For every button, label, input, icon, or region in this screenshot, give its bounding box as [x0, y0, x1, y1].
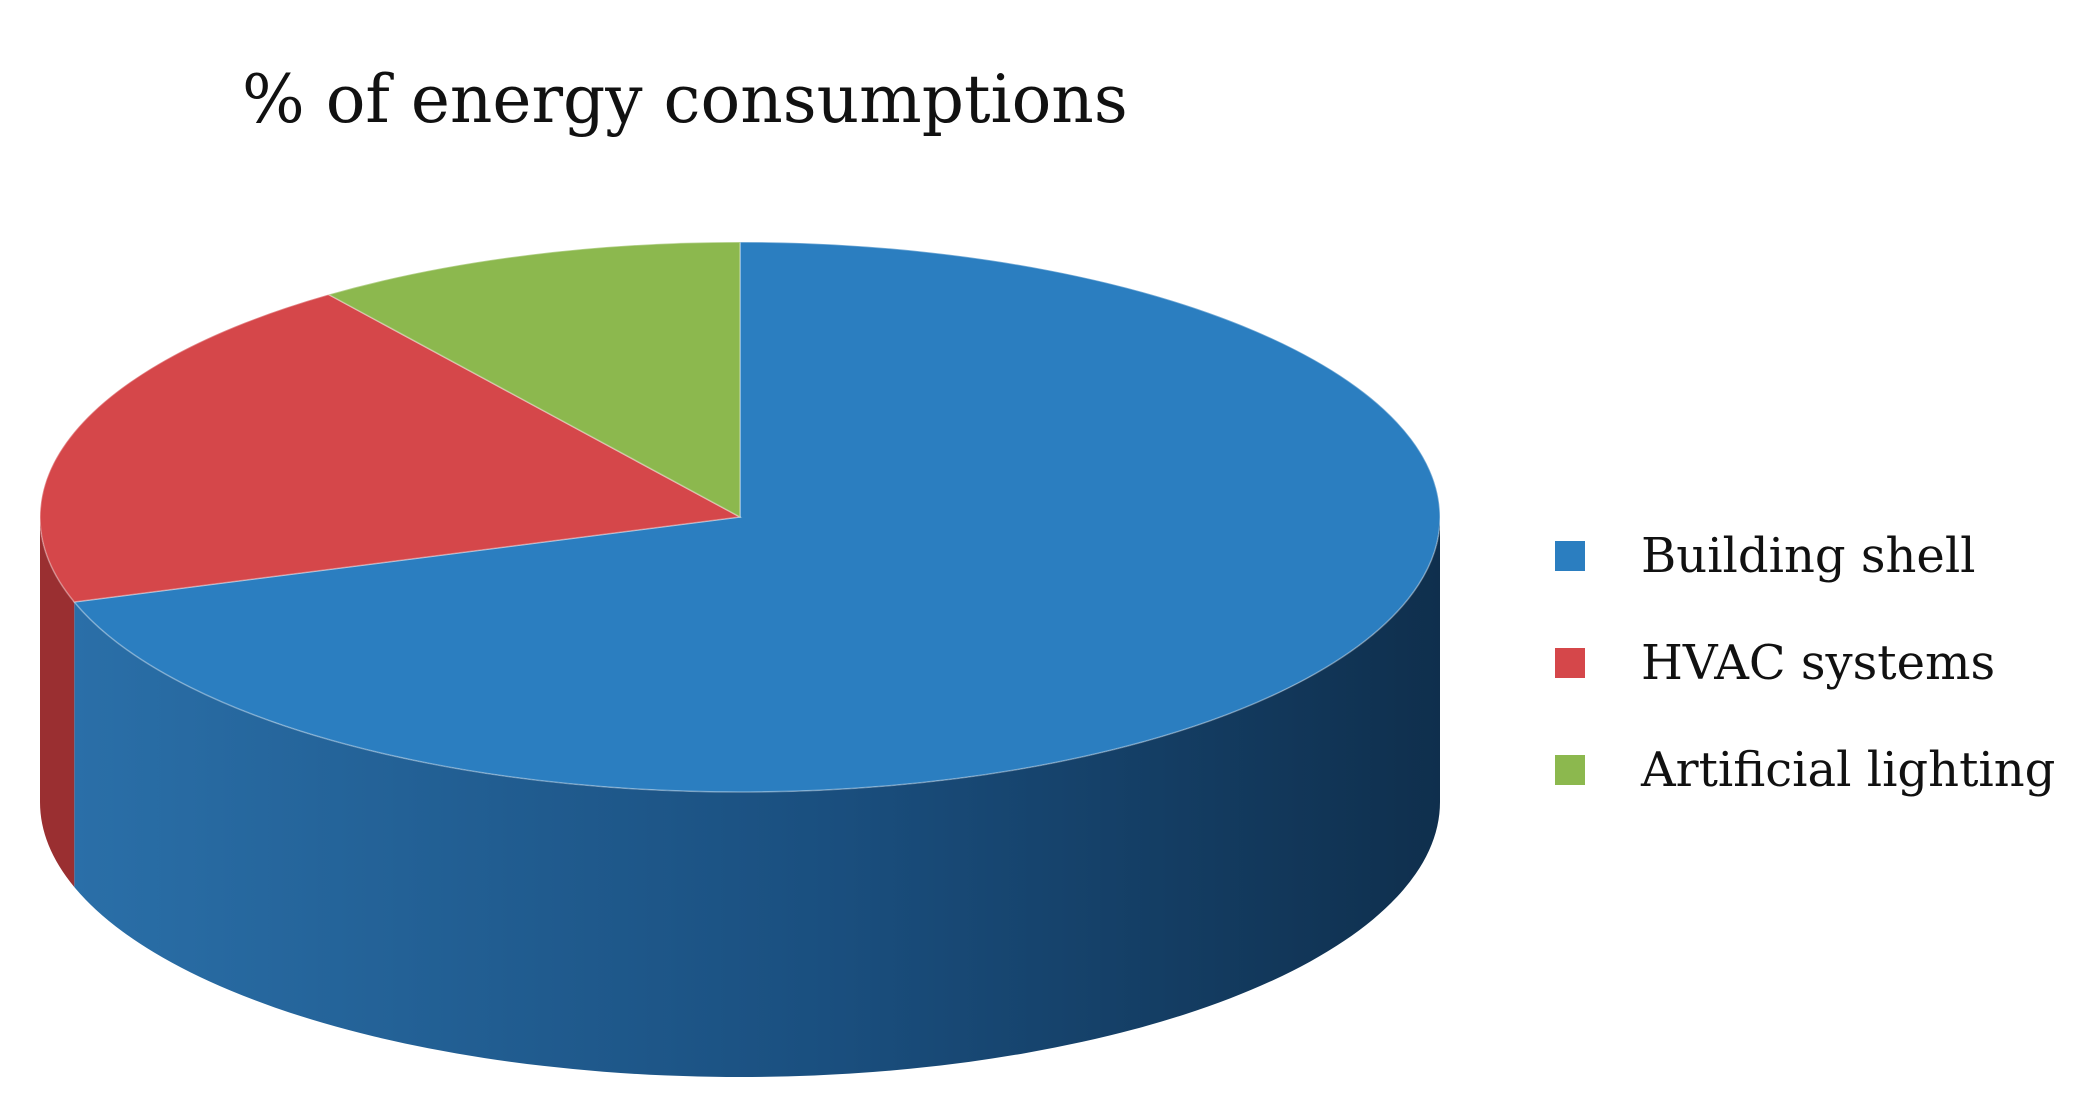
pie-slice-hvac-systems	[39, 293, 743, 603]
pie-side-building-shell	[74, 517, 1440, 1077]
legend-item-hvac-systems: HVAC systems	[1555, 635, 1995, 691]
pie-side-hvac-systems	[40, 517, 75, 887]
legend-label-hvac-systems: HVAC systems	[1641, 635, 1995, 691]
pie-side-wall	[40, 517, 1440, 1077]
legend-swatch-building-shell	[1555, 541, 1585, 571]
legend-swatch-artificial-lighting	[1555, 755, 1585, 785]
legend-label-building-shell: Building shell	[1641, 528, 1976, 584]
pie-slice-building-shell	[72, 241, 1441, 793]
pie-slice-artificial-lighting	[326, 241, 741, 519]
legend-label-artificial-lighting: Artificial lighting	[1640, 742, 2055, 798]
legend-item-building-shell: Building shell	[1555, 528, 1976, 584]
pie-top	[39, 241, 1441, 793]
legend-swatch-hvac-systems	[1555, 648, 1585, 678]
legend-item-artificial-lighting: Artificial lighting	[1555, 742, 2055, 798]
legend: Building shell HVAC systems Artificial lig…	[1555, 528, 2055, 798]
chart-title: % of energy consumptions	[242, 61, 1128, 138]
